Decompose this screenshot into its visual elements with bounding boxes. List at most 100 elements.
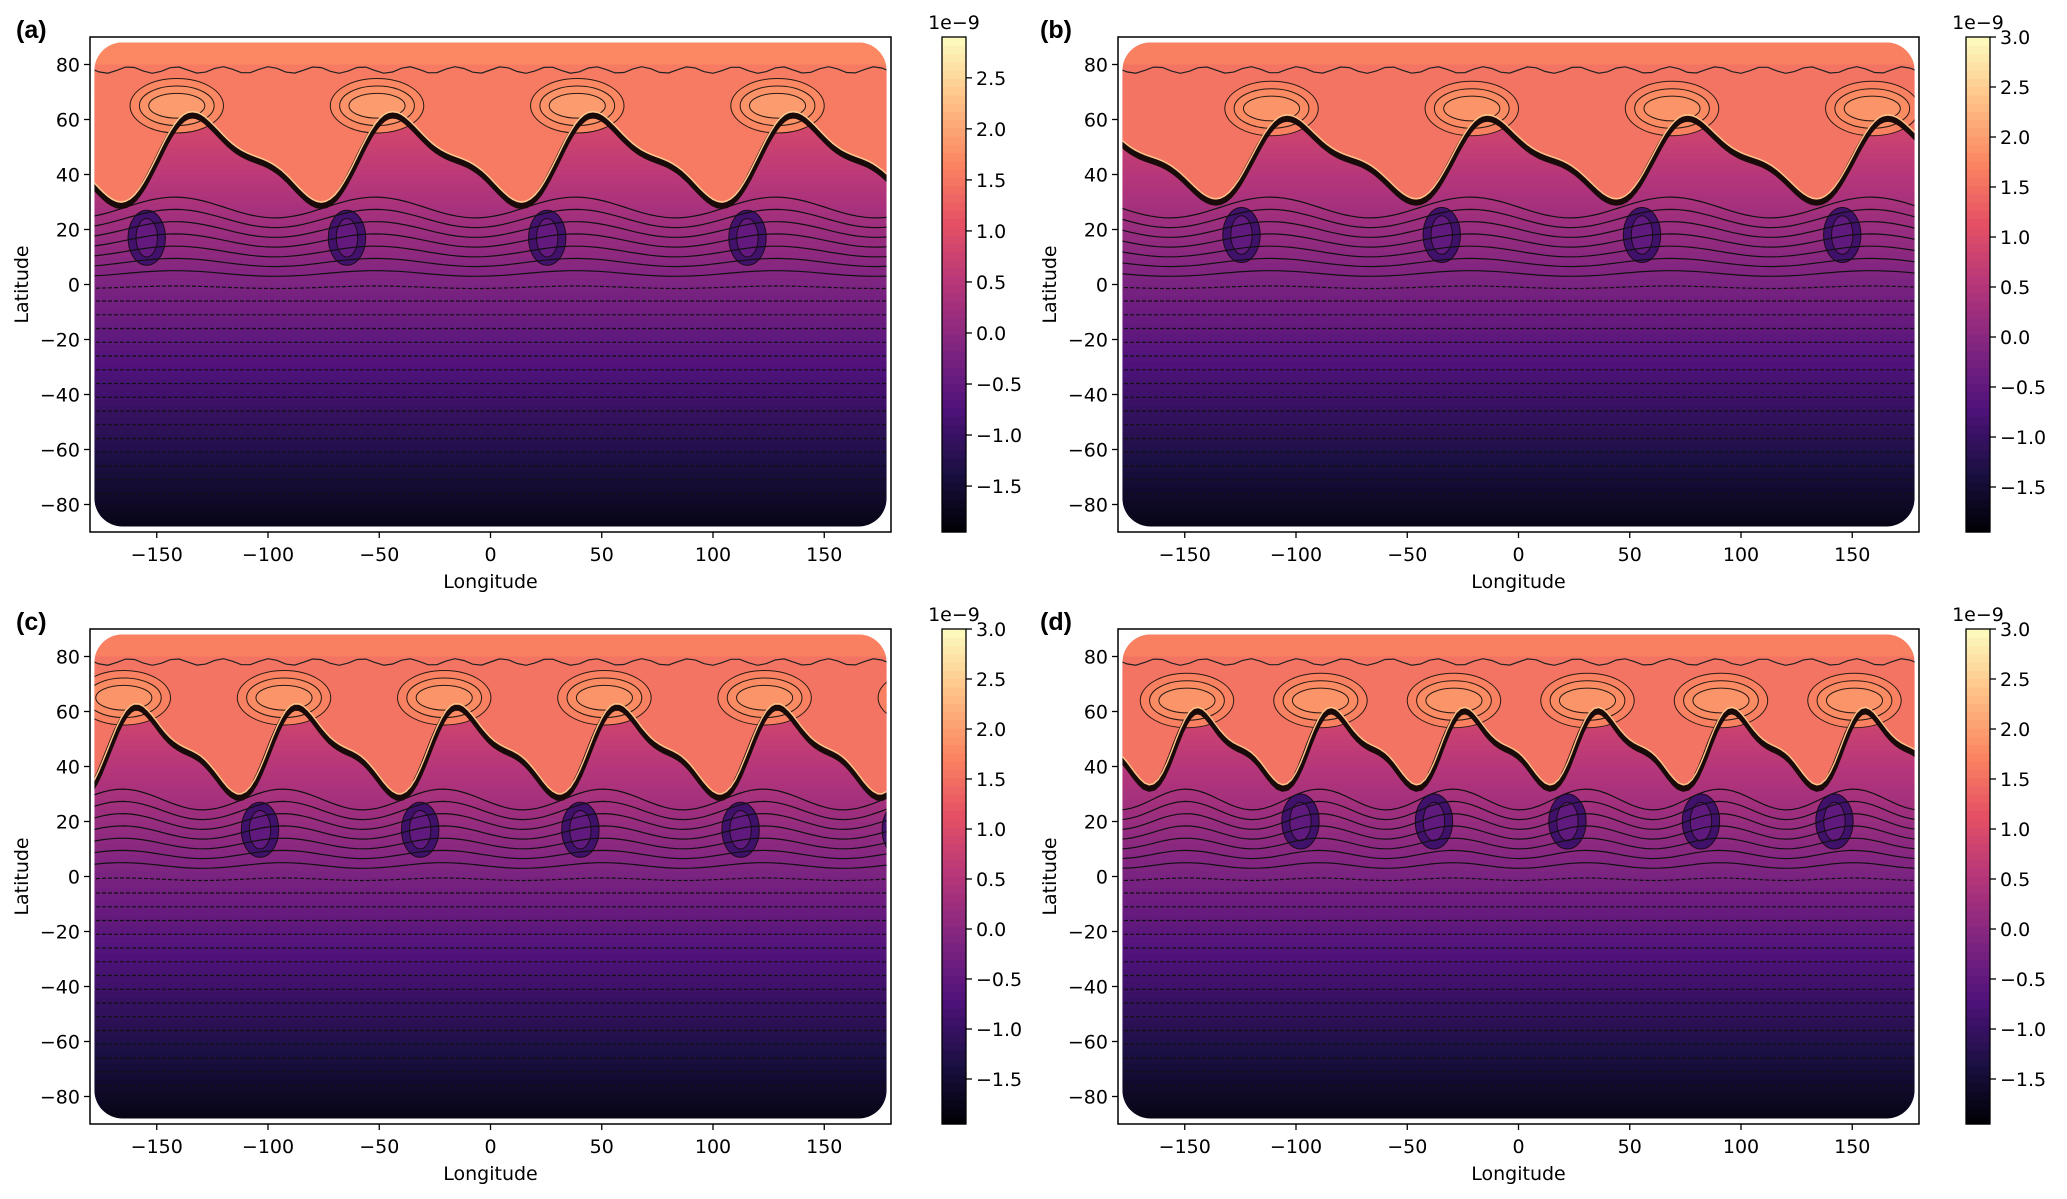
- field-band: [1122, 1074, 1915, 1081]
- north-region: [1122, 42, 1915, 203]
- field-band: [94, 948, 887, 955]
- field-band: [1122, 1030, 1915, 1037]
- field-band: [94, 202, 887, 209]
- field-band: [94, 438, 887, 445]
- colorbar-band: [1966, 1082, 1990, 1092]
- colorbar-band: [942, 744, 966, 754]
- colorbar-band: [942, 350, 966, 360]
- field-band: [94, 904, 887, 911]
- field-band: [94, 843, 887, 850]
- field-band: [94, 1052, 887, 1059]
- colorbar-band: [942, 884, 966, 894]
- field-band: [1122, 488, 1915, 495]
- field-band: [1122, 449, 1915, 456]
- colorbar-band: [942, 967, 966, 977]
- colorbar-band: [942, 325, 966, 335]
- y-tick-label: −20: [40, 330, 80, 352]
- field-band: [1122, 1063, 1915, 1070]
- colorbar-band: [942, 474, 966, 484]
- colorbar-band: [942, 210, 966, 220]
- panel-label: (d): [1040, 608, 1072, 636]
- field-band: [1122, 257, 1915, 264]
- contour-line: [94, 825, 887, 840]
- y-tick-label: −20: [40, 922, 80, 944]
- field-band: [94, 838, 887, 845]
- colorbar-band: [942, 268, 966, 277]
- field-band: [94, 449, 887, 456]
- field-band: [94, 766, 887, 773]
- colorbar-band: [1966, 474, 1990, 484]
- field-band: [94, 251, 887, 258]
- colorbar-band: [1966, 408, 1990, 418]
- colorbar-band: [1966, 662, 1990, 671]
- field-band: [1122, 240, 1915, 247]
- y-tick-label: 40: [56, 757, 80, 779]
- colorbar-band: [1966, 1033, 1990, 1043]
- colorbar-tick-label: −1.5: [976, 476, 1022, 498]
- field-band: [94, 761, 887, 768]
- field-band: [1122, 455, 1915, 462]
- field-band: [1122, 827, 1915, 834]
- field-band: [94, 1085, 887, 1092]
- colorbar-multiplier: 1e−9: [1952, 604, 2004, 626]
- field-band: [94, 1003, 887, 1010]
- field-band: [94, 334, 887, 341]
- field-band: [1122, 1113, 1915, 1119]
- field-band: [94, 865, 887, 872]
- colorbar-band: [942, 144, 966, 154]
- y-tick-label: −60: [40, 440, 80, 462]
- colorbar-band: [942, 391, 966, 401]
- colorbar-tick-label: −0.5: [976, 374, 1022, 396]
- colorbar-band: [1966, 358, 1990, 368]
- colorbar-frame: [1965, 36, 1991, 533]
- colorbar-band: [942, 61, 966, 71]
- colorbar-band: [1966, 185, 1990, 195]
- colorbar-band: [1966, 226, 1990, 236]
- colorbar-band: [1966, 523, 1990, 533]
- colorbar-band: [1966, 777, 1990, 787]
- contour-field: [1122, 42, 1915, 527]
- field-band: [1122, 788, 1915, 795]
- field-band: [1122, 986, 1915, 993]
- field-band: [1122, 799, 1915, 806]
- colorbar-band: [942, 523, 966, 533]
- colorbar-tick-label: 1.5: [2000, 769, 2030, 791]
- field-band: [1122, 849, 1915, 856]
- field-band: [1122, 218, 1915, 225]
- colorbar-band: [942, 424, 966, 434]
- field-band: [94, 953, 887, 960]
- y-tick-label: 80: [1084, 647, 1108, 669]
- north-region: [94, 42, 887, 206]
- colorbar-band: [942, 1033, 966, 1043]
- field-band: [1122, 1107, 1915, 1114]
- field-band: [94, 389, 887, 396]
- y-tick-label: 0: [68, 867, 80, 889]
- colorbar-band: [1966, 152, 1990, 162]
- colorbar-band: [942, 251, 966, 261]
- colorbar-band: [1966, 629, 1990, 638]
- colorbar-band: [1966, 868, 1990, 878]
- field-band: [94, 871, 887, 878]
- x-tick-label: 100: [1723, 1136, 1759, 1158]
- y-tick-label: 40: [1084, 165, 1108, 187]
- colorbar-band: [1966, 507, 1990, 517]
- colorbar-tick-label: 2.0: [976, 119, 1006, 141]
- field-band: [1122, 975, 1915, 982]
- colorbar-tick-label: 2.0: [2000, 127, 2030, 149]
- field-band: [94, 909, 887, 916]
- field-band: [94, 515, 887, 522]
- field-band: [1122, 394, 1915, 401]
- colorbar-band: [1966, 695, 1990, 704]
- colorbar-band: [1966, 752, 1990, 762]
- colorbar-band: [1966, 251, 1990, 261]
- field-band: [94, 235, 887, 242]
- field-band: [94, 1058, 887, 1065]
- y-tick-label: −20: [1068, 330, 1108, 352]
- colorbar-band: [942, 53, 966, 63]
- warm-eddy: [1158, 687, 1216, 714]
- colorbar-band: [942, 975, 966, 985]
- contour-field: [94, 42, 887, 527]
- field-band: [1122, 964, 1915, 971]
- colorbar-band: [1966, 686, 1990, 696]
